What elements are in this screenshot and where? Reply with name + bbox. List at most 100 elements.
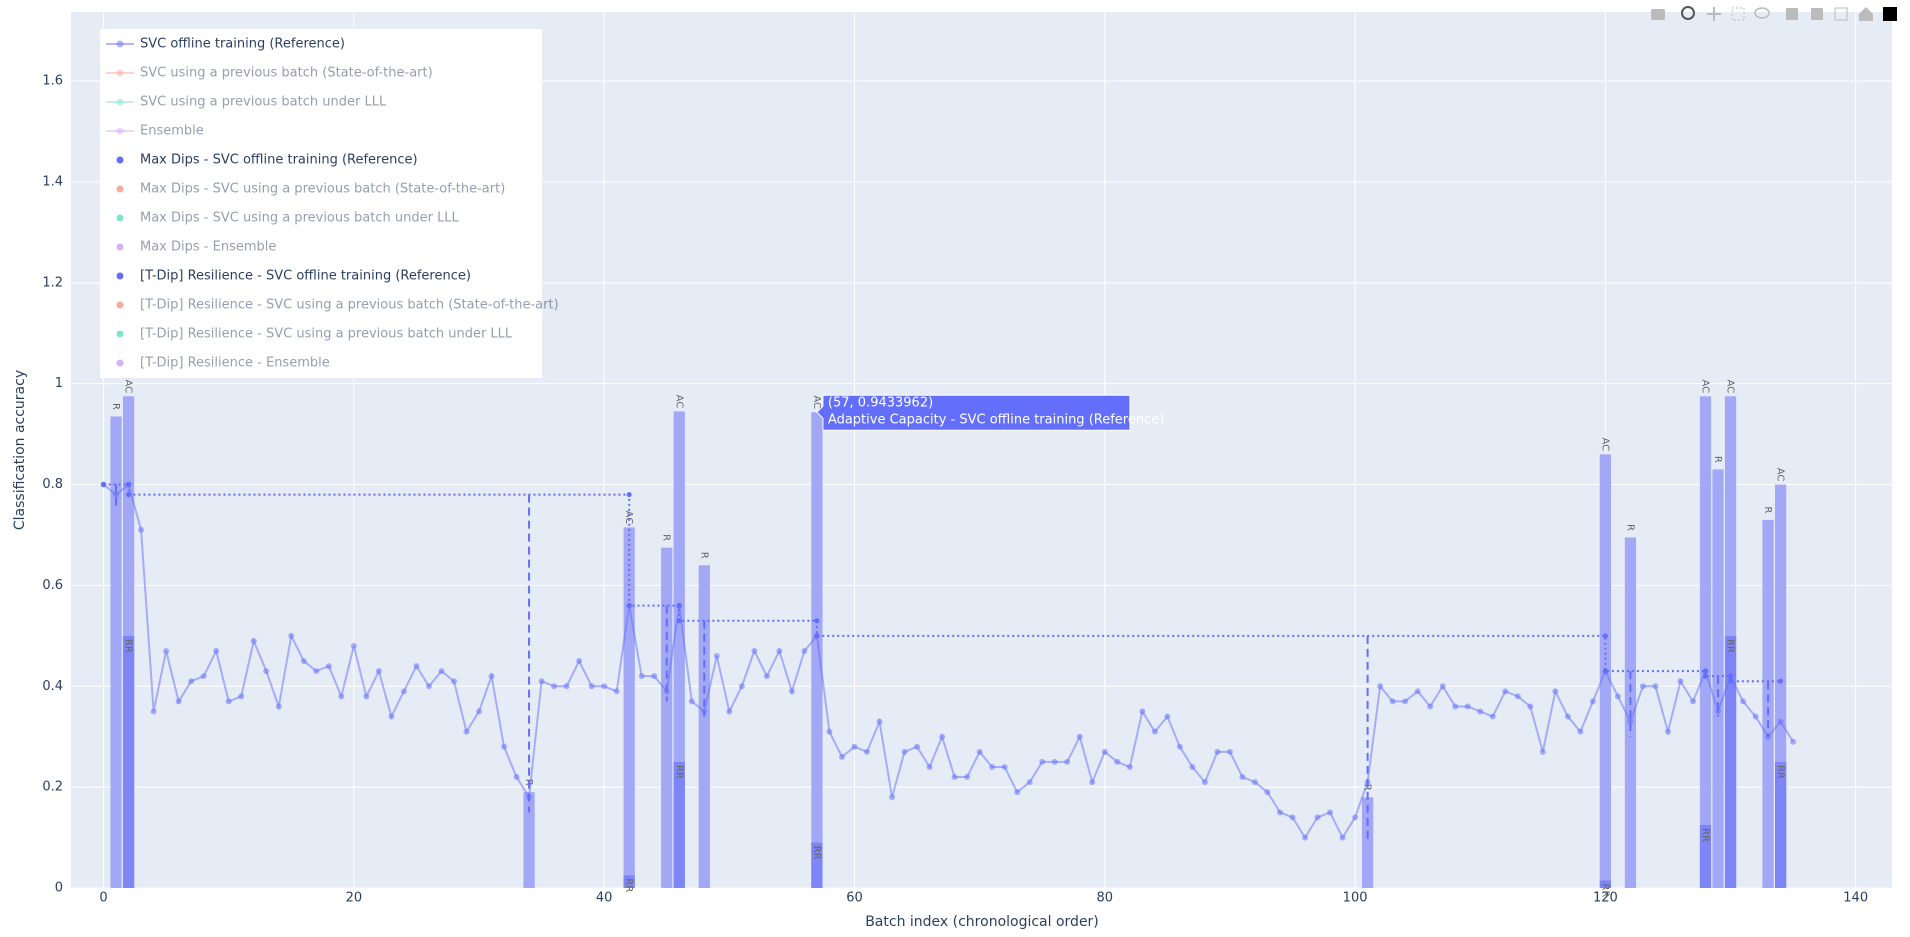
point	[1201, 779, 1208, 786]
bar	[811, 412, 823, 888]
plotly-logo[interactable]	[1883, 7, 1897, 21]
point	[1502, 688, 1509, 695]
max-dip-marker	[814, 618, 820, 624]
bar	[110, 416, 122, 888]
legend-item[interactable]: Max Dips - Ensemble	[116, 240, 277, 255]
x-tick-label: 140	[1843, 891, 1868, 906]
bar-label: RR	[123, 639, 134, 653]
legend-item[interactable]: Max Dips - SVC using a previous batch (S…	[116, 182, 506, 197]
point	[1039, 758, 1046, 765]
point	[463, 728, 470, 735]
point	[325, 663, 332, 670]
legend-marker	[116, 214, 124, 222]
max-dip-marker	[1602, 633, 1608, 639]
point	[1452, 703, 1459, 710]
legend-marker	[116, 185, 124, 193]
pan-icon[interactable]	[1707, 7, 1721, 21]
point	[939, 733, 946, 740]
point	[1614, 693, 1621, 700]
legend-item[interactable]: [T-Dip] Resilience - SVC offline trainin…	[116, 269, 471, 284]
point	[1251, 779, 1258, 786]
legend-marker	[116, 301, 124, 309]
box-select-icon[interactable]	[1731, 7, 1745, 21]
legend-label: [T-Dip] Resilience - Ensemble	[140, 356, 330, 371]
legend-label: Ensemble	[140, 124, 204, 139]
point	[1464, 703, 1471, 710]
max-dip-marker	[126, 482, 132, 488]
point	[1677, 678, 1684, 685]
zoom-in-icon[interactable]	[1786, 8, 1798, 20]
legend-item[interactable]: Max Dips - SVC using a previous batch un…	[116, 211, 460, 226]
bar-label: AC	[623, 511, 634, 525]
legend-item[interactable]: [T-Dip] Resilience - Ensemble	[116, 356, 330, 371]
point	[1427, 703, 1434, 710]
point	[163, 647, 170, 654]
bar-label: R	[1624, 524, 1635, 531]
legend-item[interactable]: SVC using a previous batch under LLL	[106, 95, 387, 110]
point	[738, 683, 745, 690]
point	[1627, 718, 1634, 725]
y-tick-label: 0.8	[42, 477, 63, 492]
point	[1514, 693, 1521, 700]
point	[1552, 688, 1559, 695]
point	[113, 491, 120, 498]
max-dip-marker	[1703, 668, 1709, 674]
autoscale-icon[interactable]	[1834, 7, 1848, 21]
point	[1377, 683, 1384, 690]
point	[1051, 758, 1058, 765]
reset-icon[interactable]	[1859, 7, 1873, 21]
point	[476, 708, 483, 715]
legend-item[interactable]: [T-Dip] Resilience - SVC using a previou…	[116, 298, 559, 313]
point	[951, 774, 958, 781]
point	[613, 688, 620, 695]
legend-item[interactable]: Max Dips - SVC offline training (Referen…	[116, 153, 418, 168]
point	[1226, 748, 1233, 755]
point	[1414, 688, 1421, 695]
legend-label: SVC using a previous batch (State-of-the…	[140, 66, 433, 81]
point	[576, 658, 583, 665]
bar	[661, 547, 673, 888]
point	[1690, 698, 1697, 705]
legend-item[interactable]: [T-Dip] Resilience - SVC using a previou…	[116, 327, 513, 342]
bar	[1599, 880, 1612, 888]
bar	[122, 635, 135, 888]
y-tick-label: 0.2	[42, 780, 63, 795]
point	[1114, 758, 1121, 765]
legend-marker	[116, 359, 124, 367]
point	[788, 688, 795, 695]
legend-label: Max Dips - SVC using a previous batch un…	[140, 211, 460, 226]
camera-icon[interactable]	[1651, 9, 1665, 20]
point	[926, 763, 933, 770]
lasso-icon[interactable]	[1754, 7, 1770, 19]
point	[313, 668, 320, 675]
legend-label: [T-Dip] Resilience - SVC using a previou…	[140, 327, 513, 342]
zoom-out-icon[interactable]	[1811, 8, 1823, 20]
y-tick-label: 1	[55, 376, 63, 391]
legend-item[interactable]: Ensemble	[106, 124, 204, 139]
bar	[523, 792, 535, 888]
point	[375, 668, 382, 675]
max-dip-marker	[676, 603, 682, 609]
legend-item[interactable]: SVC using a previous batch (State-of-the…	[106, 66, 433, 81]
point	[1126, 763, 1133, 770]
hover-label: (57, 0.9433962) Adaptive Capacity - SVC o…	[816, 394, 1164, 431]
bar-label: RR	[1700, 828, 1711, 842]
legend-label: [T-Dip] Resilience - SVC using a previou…	[140, 298, 559, 313]
bar-label: R	[1362, 784, 1373, 791]
zoom-icon[interactable]	[1681, 6, 1695, 20]
point	[188, 678, 195, 685]
bar-label: R	[110, 403, 121, 410]
point	[651, 673, 658, 680]
legend-marker	[116, 40, 124, 48]
point	[1652, 683, 1659, 690]
point	[1327, 809, 1334, 816]
point	[763, 673, 770, 680]
legend-item[interactable]: SVC offline training (Reference)	[106, 37, 345, 52]
bar-label: R	[698, 552, 709, 559]
bar-label: RR	[623, 878, 634, 892]
point	[726, 708, 733, 715]
max-dip-marker	[626, 603, 632, 609]
bar-label: R	[1712, 456, 1723, 463]
point	[1001, 763, 1008, 770]
point	[1564, 713, 1571, 720]
